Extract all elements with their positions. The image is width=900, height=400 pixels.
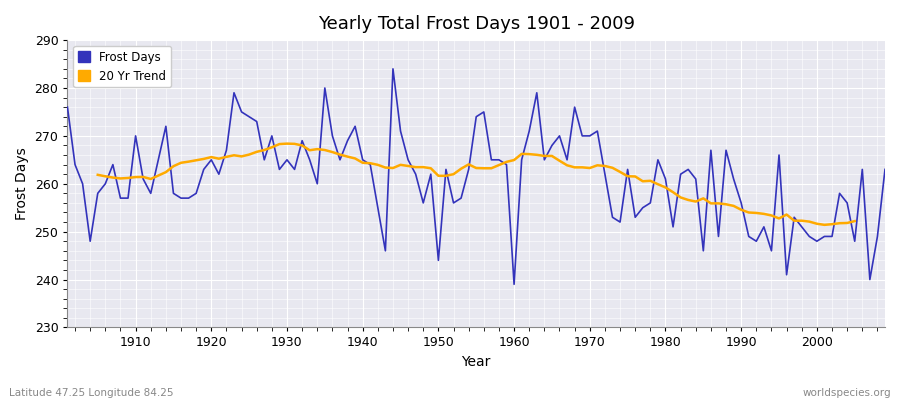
Y-axis label: Frost Days: Frost Days: [15, 147, 29, 220]
X-axis label: Year: Year: [462, 355, 490, 369]
Title: Yearly Total Frost Days 1901 - 2009: Yearly Total Frost Days 1901 - 2009: [318, 15, 634, 33]
Legend: Frost Days, 20 Yr Trend: Frost Days, 20 Yr Trend: [74, 46, 171, 87]
Text: Latitude 47.25 Longitude 84.25: Latitude 47.25 Longitude 84.25: [9, 388, 174, 398]
Text: worldspecies.org: worldspecies.org: [803, 388, 891, 398]
